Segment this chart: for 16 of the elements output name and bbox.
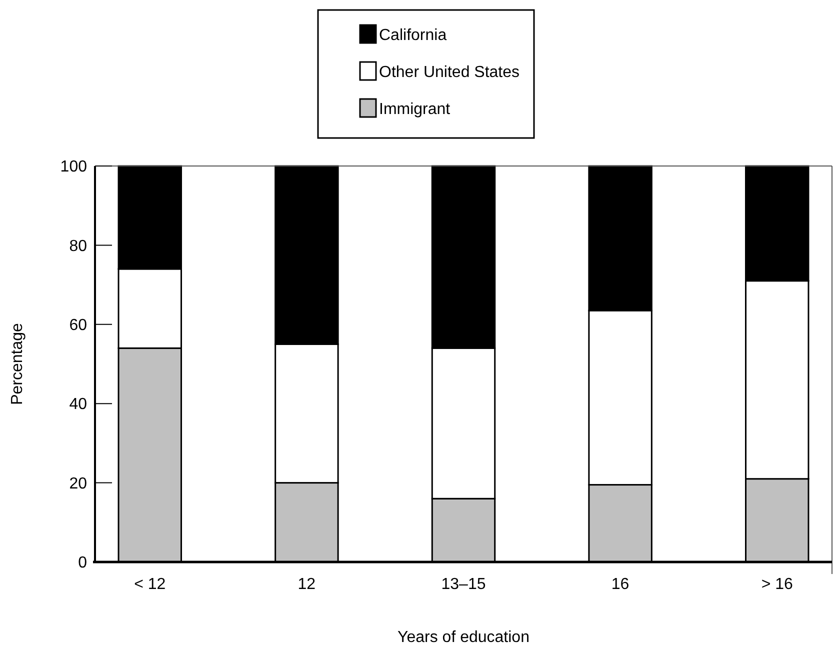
x-tick-label: 12 [298,576,316,593]
y-tick-label: 60 [69,317,88,334]
y-tick-label: 80 [69,238,88,255]
y-tick-label: 40 [69,396,88,414]
legend-label: California [379,27,447,44]
y-tick-label: 0 [78,554,88,572]
legend-label: Other United States [379,64,520,81]
x-tick-label: 13–15 [441,576,486,593]
y-tick-label: 20 [69,475,88,492]
x-tick-label: > 16 [761,576,794,593]
x-tick-label: < 12 [134,576,166,593]
legend-label: Immigrant [379,101,451,118]
y-axis-title: Percentage [9,322,26,405]
x-tick-label: 16 [611,576,630,593]
x-axis-title: Years of education [398,629,530,646]
y-tick-label: 100 [60,158,88,176]
